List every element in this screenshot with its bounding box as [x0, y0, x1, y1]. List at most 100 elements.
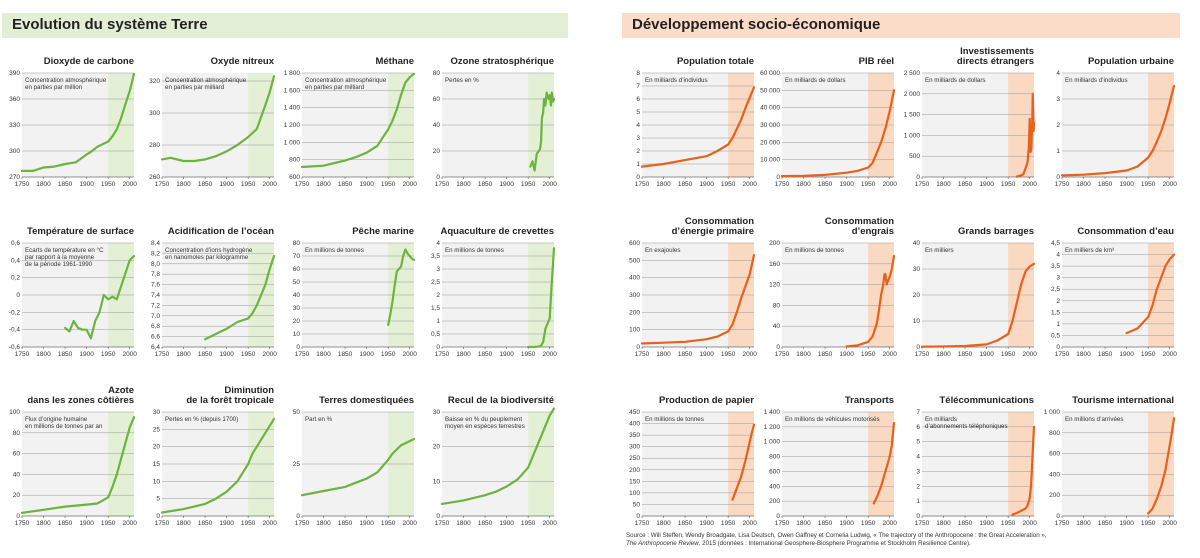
chart-svg-acid: Acidification de l’océan 6,4 6,6 6,8 7,0 7,2 7… — [151, 226, 277, 358]
xtick-fert-5: 2000 — [882, 351, 897, 358]
ytick-telecom-3: 3 — [916, 468, 920, 475]
series-line-fdi — [1015, 92, 1036, 178]
chart-svg-tourism: Tourisme international 0 200 400 600 800 1 000… — [1044, 395, 1178, 527]
ytick-fish-0: 0 — [296, 344, 300, 351]
series-line-biodiv — [440, 407, 556, 506]
ytick-co2-2: 330 — [9, 122, 20, 129]
chart-title-fdi-0: Investissements — [960, 46, 1034, 57]
xtick-n2o-1: 1800 — [176, 181, 191, 188]
xtick-domestic-4: 1950 — [381, 520, 396, 527]
xtick-water-3: 1900 — [1119, 351, 1134, 358]
chart-n2o: Oxyde nitreux 260 280 300 320 1750 1800 1850 190… — [149, 56, 277, 201]
ytick-pop-7: 7 — [636, 83, 640, 90]
shade-1950-tourism — [1148, 412, 1174, 516]
chart-title-co2-0: Dioxyde de carbone — [44, 56, 134, 67]
ytick-shrimp-6: 3 — [436, 266, 440, 273]
chart-note-n2o-0: Concentration atmosphérique — [165, 77, 247, 84]
ytick-co2-0: 270 — [9, 174, 20, 181]
ytick-transport-7: 1 400 — [764, 409, 781, 416]
ytick-domestic-0: 0 — [296, 513, 300, 520]
ytick-paper-5: 250 — [629, 455, 640, 462]
ytick-telecom-1: 1 — [916, 498, 920, 505]
chart-title-energy-0: Consommation — [685, 216, 754, 227]
chart-note-shrimp-0: En millions de tonnes — [445, 247, 504, 254]
series-line-fish — [387, 248, 416, 327]
chart-svg-shrimp: Aquaculture de crevettes 0 0,5 1 1,5 2 2,5 3 3,5… — [431, 226, 557, 358]
xtick-energy-0: 1750 — [635, 351, 650, 358]
chart-ozone: Ozone stratosphérique 0 20 40 60 80 1750 1800 18… — [433, 56, 558, 201]
chart-title-fish-0: Pêche marine — [352, 226, 414, 237]
chart-fish: Pêche marine 0 10 20 30 40 50 60 70 80 1750 1800 185… — [293, 226, 418, 371]
ytick-nitrogen-0: 0 — [16, 513, 20, 520]
ytick-nitrogen-4: 80 — [13, 430, 21, 437]
xtick-nitrogen-2: 1850 — [58, 520, 73, 527]
chart-title-fert-0: Consommation — [825, 216, 894, 227]
xtick-co2-2: 1850 — [58, 181, 73, 188]
ytick-ozone-0: 0 — [436, 174, 440, 181]
ytick-shrimp-5: 2,5 — [431, 279, 440, 286]
ytick-pop-6: 6 — [636, 96, 640, 103]
ytick-domestic-2: 50 — [293, 409, 301, 416]
ytick-ozone-1: 20 — [433, 148, 441, 155]
chart-svg-fish: Pêche marine 0 10 20 30 40 50 60 70 80 1750 1800 185… — [293, 226, 418, 358]
chart-note-fdi-0: En milliards de dollars — [925, 77, 986, 84]
series-line-ozone — [529, 91, 556, 172]
ytick-tourism-4: 800 — [1049, 430, 1060, 437]
chart-note-co2-0: Concentration atmosphérique — [25, 77, 107, 84]
ytick-gdp-0: 0 — [776, 174, 780, 181]
ytick-pop-0: 0 — [636, 174, 640, 181]
chart-note-fish-0: En millions de tonnes — [305, 247, 364, 254]
ytick-pop-2: 2 — [636, 148, 640, 155]
xtick-forest-2: 1850 — [198, 520, 213, 527]
ytick-paper-3: 150 — [629, 478, 640, 485]
xtick-transport-4: 1950 — [861, 520, 876, 527]
xtick-tourism-0: 1750 — [1055, 520, 1070, 527]
xtick-transport-3: 1900 — [839, 520, 854, 527]
ytick-paper-9: 450 — [629, 409, 640, 416]
ytick-ch4-0: 600 — [289, 174, 300, 181]
chart-note-fert-0: En millions de tonnes — [785, 247, 844, 254]
series-line-paper — [731, 423, 756, 501]
ytick-telecom-5: 5 — [916, 439, 920, 446]
series-line-fert — [845, 254, 896, 348]
ytick-paper-2: 100 — [629, 490, 640, 497]
chart-title-transport-0: Transports — [845, 395, 894, 406]
ytick-forest-6: 30 — [153, 409, 161, 416]
ytick-fish-7: 70 — [293, 253, 301, 260]
chart-note-acid-0: Concentration d’ions hydrogène — [165, 247, 253, 254]
chart-note-biodiv-0: Baisse en % du peuplement — [445, 416, 522, 423]
xtick-gdp-3: 1900 — [839, 181, 854, 188]
ytick-energy-4: 400 — [629, 275, 640, 282]
series-line-temp — [63, 254, 136, 340]
xtick-urban-0: 1750 — [1055, 181, 1070, 188]
chart-title-telecom-0: Télécommunications — [940, 395, 1035, 406]
ytick-temp-5: 0,4 — [11, 257, 20, 264]
xtick-pop-0: 1750 — [635, 181, 650, 188]
xtick-fert-3: 1900 — [839, 351, 854, 358]
xtick-paper-2: 1850 — [678, 520, 693, 527]
xtick-dams-3: 1900 — [979, 351, 994, 358]
xtick-biodiv-5: 2000 — [542, 520, 557, 527]
xtick-fdi-3: 1900 — [979, 181, 994, 188]
ytick-shrimp-0: 0 — [436, 344, 440, 351]
ytick-telecom-4: 4 — [916, 454, 920, 461]
chart-title-shrimp-0: Aquaculture de crevettes — [440, 226, 554, 237]
xtick-pop-1: 1800 — [656, 181, 671, 188]
xtick-fish-0: 1750 — [295, 351, 310, 358]
chart-title-ozone-0: Ozone stratosphérique — [451, 56, 554, 67]
series-line-co2 — [20, 72, 136, 173]
xtick-urban-3: 1900 — [1119, 181, 1134, 188]
xtick-urban-4: 1950 — [1141, 181, 1156, 188]
xtick-fdi-2: 1850 — [958, 181, 973, 188]
ytick-ozone-4: 80 — [433, 70, 441, 77]
chart-fert: Consommation d’engrais 0 40 80 120 160 200 1750 1… — [769, 216, 897, 371]
series-line-acid — [203, 254, 276, 341]
ytick-gdp-3: 30 000 — [760, 122, 780, 129]
xtick-ozone-5: 2000 — [542, 181, 557, 188]
chart-note-acid-1: en nanomoles par kilogramme — [165, 254, 249, 261]
xtick-temp-2: 1850 — [58, 351, 73, 358]
chart-svg-telecom: Télécommunications 0 1 2 3 4 5 6 7 1750 1800 1850 19… — [915, 395, 1038, 527]
xtick-biodiv-0: 1750 — [435, 520, 450, 527]
socio-economic-title: Développement socio-économique — [632, 16, 881, 33]
xtick-temp-4: 1950 — [101, 351, 116, 358]
